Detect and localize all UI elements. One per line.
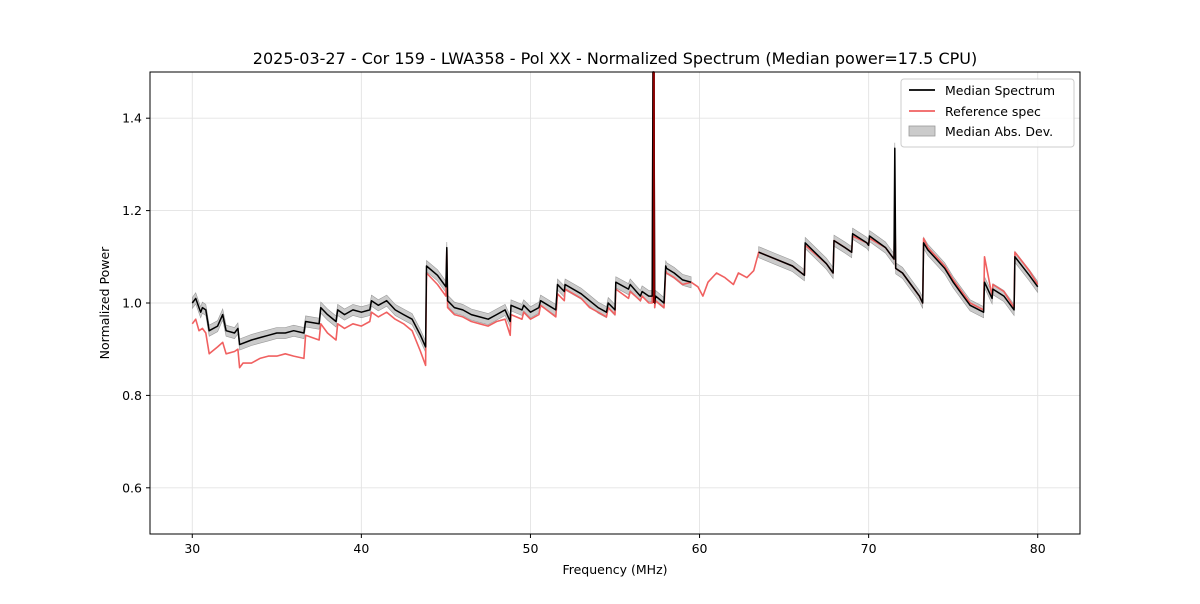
- x-axis-label: Frequency (MHz): [562, 562, 667, 577]
- y-tick-label: 0.6: [122, 480, 142, 495]
- x-tick-label: 70: [861, 541, 877, 556]
- legend-box: [900, 78, 1075, 148]
- x-tick-label: 60: [692, 541, 708, 556]
- x-tick-label: 80: [1030, 541, 1046, 556]
- chart-title: 2025-03-27 - Cor 159 - LWA358 - Pol XX -…: [253, 49, 977, 68]
- y-tick-label: 0.8: [122, 388, 142, 403]
- legend-median-label: Median Spectrum: [945, 83, 1055, 98]
- x-tick-label: 40: [353, 541, 369, 556]
- y-tick-label: 1.4: [122, 111, 142, 126]
- mad-band: [192, 71, 692, 353]
- legend-mad-swatch: [908, 125, 936, 137]
- y-tick-label: 1.0: [122, 296, 142, 311]
- series-layer: [191, 71, 1039, 369]
- y-tick-label: 1.2: [122, 203, 142, 218]
- legend: Median Spectrum Reference spec Median Ab…: [900, 78, 1075, 148]
- tick-layer: 30 40 50 60 70 80 0.6 0.8 1.0 1.2 1.4: [122, 111, 1046, 556]
- legend-mad-label: Median Abs. Dev.: [945, 124, 1053, 139]
- legend-reference-label: Reference spec: [945, 104, 1041, 119]
- median-spectrum-line: [191, 71, 692, 348]
- x-tick-label: 30: [184, 541, 200, 556]
- y-axis-label: Normalized Power: [97, 246, 112, 360]
- x-tick-label: 50: [523, 541, 539, 556]
- median-spectrum-line: [758, 147, 1039, 313]
